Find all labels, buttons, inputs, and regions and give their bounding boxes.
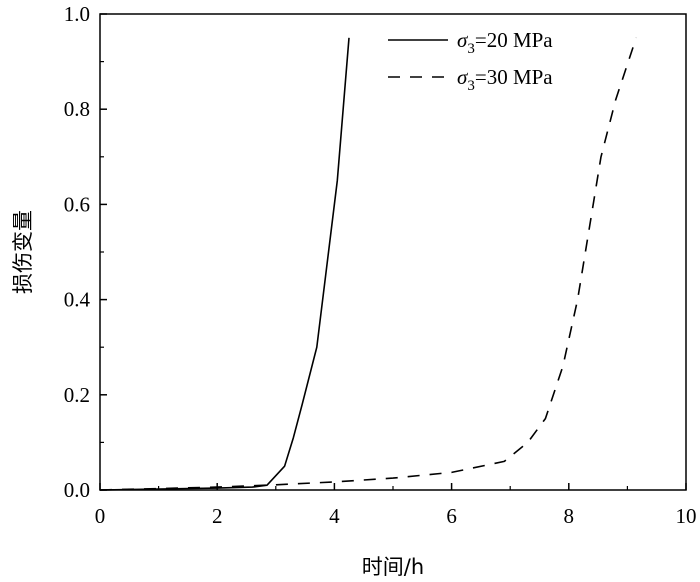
series-line-2 <box>99 37 637 491</box>
x-tick-label: 6 <box>446 504 457 528</box>
legend-label-2: σ3=30 MPa <box>457 65 553 94</box>
y-axis-ticks: 0.0 0.2 0.4 0.6 0.8 1.0 <box>64 2 107 502</box>
series-line-1 <box>99 37 350 491</box>
legend-label-1: σ3=20 MPa <box>457 28 553 57</box>
y-axis-title: 损伤变量 <box>11 210 35 294</box>
y-tick-label: 0.0 <box>64 478 90 502</box>
x-tick-label: 4 <box>329 504 340 528</box>
y-tick-label: 0.4 <box>64 288 91 312</box>
plot-frame <box>99 13 687 491</box>
x-axis-title: 时间/h <box>362 555 424 579</box>
x-tick-label: 8 <box>564 504 575 528</box>
plot-lines <box>99 37 637 491</box>
x-tick-label: 0 <box>95 504 106 528</box>
y-tick-label: 1.0 <box>64 2 90 26</box>
x-axis-ticks: 0 2 4 6 8 10 <box>95 483 697 528</box>
legend: σ3=20 MPa σ3=30 MPa <box>388 28 553 94</box>
x-tick-label: 2 <box>212 504 223 528</box>
y-tick-label: 0.6 <box>64 192 90 216</box>
x-tick-label: 10 <box>676 504 697 528</box>
y-tick-label: 0.2 <box>64 383 90 407</box>
y-tick-label: 0.8 <box>64 97 90 121</box>
